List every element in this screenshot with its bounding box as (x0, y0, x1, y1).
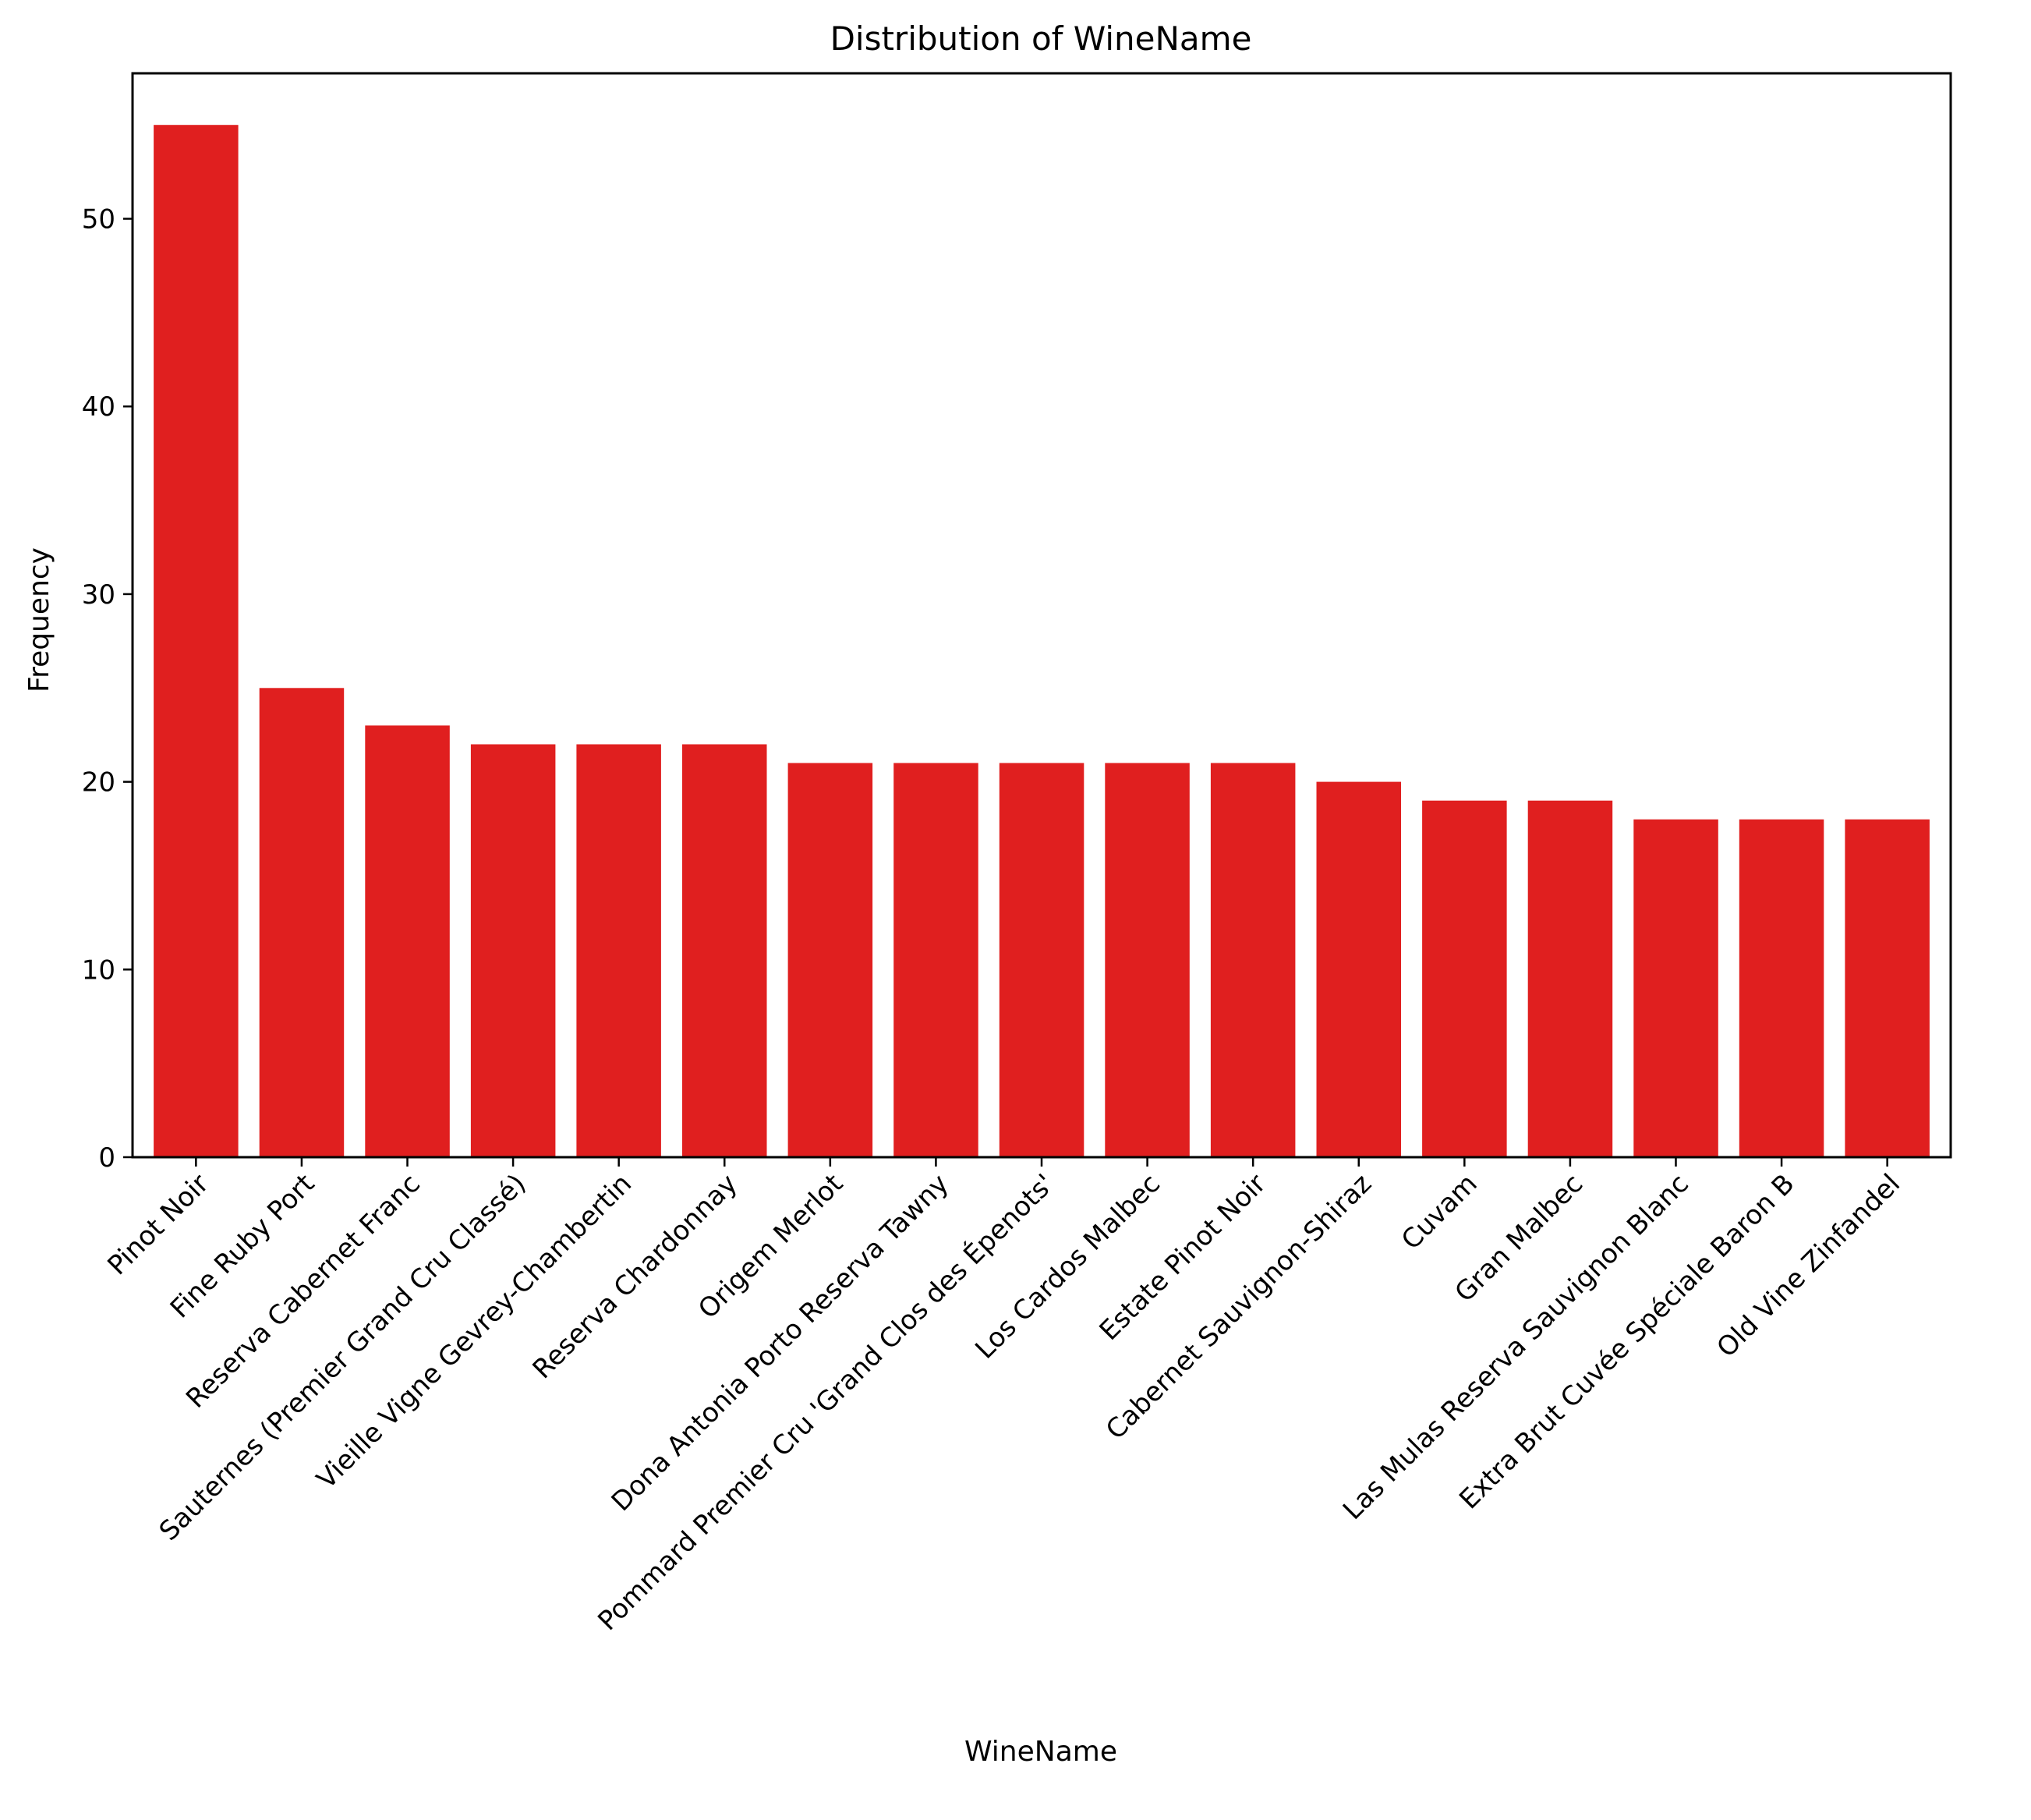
bar-7 (893, 763, 978, 1157)
bar-8 (999, 763, 1084, 1157)
bar-3 (470, 744, 556, 1157)
y-tick-label-4: 40 (82, 391, 115, 423)
bar-9 (1105, 763, 1190, 1157)
bar-0 (154, 125, 239, 1158)
bar-15 (1739, 819, 1824, 1157)
bar-12 (1422, 800, 1507, 1157)
y-axis: 0 10 20 30 40 50 (82, 204, 133, 1174)
y-tick-label-5: 50 (82, 204, 115, 235)
y-tick-label-3: 30 (82, 579, 115, 611)
bar-10 (1210, 763, 1296, 1157)
bar-5 (682, 744, 767, 1157)
bar-4 (576, 744, 661, 1157)
bar-2 (365, 725, 450, 1157)
x-axis-label: WineName (964, 1736, 1117, 1768)
bars-group (154, 125, 1930, 1158)
bar-11 (1316, 781, 1401, 1157)
bar-13 (1527, 800, 1613, 1157)
bar-16 (1845, 819, 1930, 1157)
y-tick-label-1: 10 (82, 954, 115, 986)
bar-6 (787, 763, 873, 1157)
chart-title: Distribution of WineName (830, 19, 1252, 58)
y-tick-label-0: 0 (98, 1142, 115, 1174)
y-tick-label-2: 20 (82, 767, 115, 798)
bar-14 (1633, 819, 1718, 1157)
bar-1 (259, 688, 345, 1157)
y-axis-label: Frequency (23, 547, 55, 692)
plot-frame (131, 72, 1952, 1159)
